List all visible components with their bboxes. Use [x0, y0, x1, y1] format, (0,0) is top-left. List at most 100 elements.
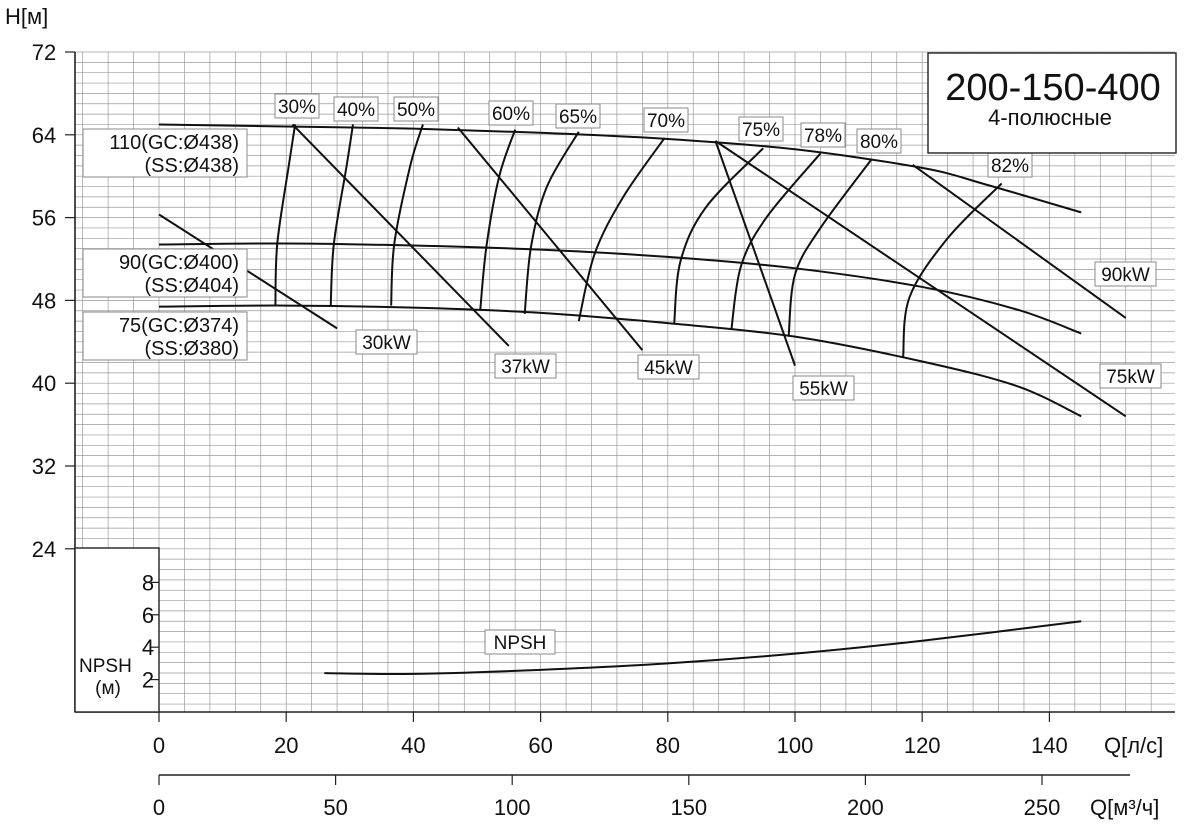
y-tick-label: 48	[32, 288, 56, 313]
efficiency-label-9-text: 82%	[991, 156, 1029, 177]
npsh-axis-box	[74, 547, 160, 713]
x-tick-label: 40	[401, 733, 425, 758]
x-tick-label: 80	[656, 733, 680, 758]
x2-tick-label: 250	[1024, 795, 1061, 820]
npsh-tick-label: 8	[142, 570, 154, 595]
power-line-2	[457, 126, 644, 351]
power-label-2-box	[637, 354, 700, 380]
efficiency-label-7-text: 78%	[804, 126, 842, 147]
efficiency-label-8: 80%	[856, 128, 902, 154]
efficiency-label-1-text: 40%	[337, 100, 375, 121]
impeller-label-2: 75(GC:Ø374)(SS:Ø380)	[82, 311, 248, 361]
efficiency-label-0-text: 30%	[278, 97, 316, 118]
labels: NPSH 30% 40% 50% 60% 65% 70% 75% 78% 80% 82% 30kW 37…	[82, 52, 1177, 655]
efficiency-curve-2	[390, 124, 424, 306]
npsh-tick-label: 6	[142, 603, 154, 628]
power-line-1	[291, 123, 510, 347]
power-label-0: 30kW	[355, 329, 418, 355]
y-tick-label: 56	[32, 206, 56, 231]
efficiency-label-6-text: 75%	[742, 120, 780, 141]
power-label-3: 55kW	[792, 375, 855, 401]
efficiency-curve-0	[274, 124, 297, 306]
x2-tick-label: 150	[670, 795, 707, 820]
x-tick-label: 60	[528, 733, 552, 758]
y-tick-label: 64	[32, 123, 56, 148]
efficiency-label-7-box	[800, 122, 846, 148]
power-line-5	[912, 164, 1127, 319]
efficiency-curve-8	[787, 159, 873, 337]
x-tick-label: 20	[274, 733, 298, 758]
impeller-label-line1: 110(GC:Ø438)	[109, 132, 239, 154]
chart-title: 200-150-400	[945, 67, 1161, 109]
efficiency-label-4-text: 65%	[559, 107, 597, 128]
efficiency-label-0: 30%	[274, 93, 320, 119]
impeller-curve-2	[158, 304, 1082, 418]
impeller-label-0: 110(GC:Ø438)(SS:Ø438)	[82, 128, 248, 178]
efficiency-label-1: 40%	[333, 96, 379, 122]
impeller-label-line1: 90(GC:Ø400)	[119, 252, 239, 274]
impeller-curve-1	[158, 242, 1082, 335]
efficiency-curves	[274, 124, 1003, 358]
impeller-label-box	[82, 248, 248, 298]
power-label-1: 37kW	[494, 353, 557, 379]
efficiency-curve-5	[577, 137, 666, 322]
y-axis-title: H[м]	[5, 4, 48, 29]
power-label-4-text: 75kW	[1106, 367, 1155, 388]
efficiency-label-6-box	[738, 116, 784, 142]
efficiency-label-3-text: 60%	[492, 104, 530, 125]
efficiency-curve-3	[479, 129, 517, 311]
y-tick-label: 24	[32, 537, 56, 562]
power-label-3-text: 55kW	[799, 379, 848, 400]
impeller-label-line2: (SS:Ø380)	[145, 338, 239, 360]
efficiency-label-6: 75%	[738, 116, 784, 142]
efficiency-label-3-box	[488, 100, 534, 126]
efficiency-label-9-box	[987, 152, 1033, 178]
power-label-5-box	[1094, 261, 1157, 287]
efficiency-curve-4	[523, 131, 580, 314]
impeller-curve-0	[158, 123, 1082, 214]
efficiency-curve-1	[329, 124, 354, 306]
x2-tick-label: 100	[494, 795, 531, 820]
power-label-1-box	[494, 353, 557, 379]
efficiency-label-2: 50%	[393, 96, 439, 122]
power-label-2: 45kW	[637, 354, 700, 380]
x-tick-label: 0	[153, 733, 165, 758]
efficiency-curve-6	[673, 147, 764, 325]
efficiency-label-7: 78%	[800, 122, 846, 148]
efficiency-label-3: 60%	[488, 100, 534, 126]
efficiency-curve-7	[730, 152, 822, 330]
y-tick-label: 72	[32, 40, 56, 65]
npsh-tick-label: 2	[142, 668, 154, 693]
impeller-curves	[158, 123, 1082, 418]
power-line-3	[714, 140, 796, 366]
x2-tick-label: 0	[153, 795, 165, 820]
x2-tick-label: 200	[847, 795, 884, 820]
power-label-5-text: 90kW	[1101, 265, 1150, 286]
x2-axis-title: Q[м³/ч]	[1090, 795, 1159, 820]
y-tick-label: 40	[32, 371, 56, 396]
efficiency-label-4-box	[555, 103, 601, 129]
efficiency-label-2-text: 50%	[397, 100, 435, 121]
power-label-0-text: 30kW	[362, 333, 411, 354]
efficiency-label-5: 70%	[643, 107, 689, 133]
npsh-curve	[324, 620, 1082, 676]
grid	[75, 51, 1175, 712]
efficiency-label-5-box	[643, 107, 689, 133]
x-axis-title: Q[л/с]	[1104, 733, 1163, 758]
x-tick-label: 100	[777, 733, 814, 758]
impeller-label-box	[82, 128, 248, 178]
power-label-1-text: 37kW	[501, 357, 550, 378]
x-tick-label: 120	[904, 733, 941, 758]
power-label-0-box	[355, 329, 418, 355]
efficiency-label-2-box	[393, 96, 439, 122]
impeller-label-box	[82, 311, 248, 361]
power-label-3-box	[792, 375, 855, 401]
efficiency-curve-9	[902, 182, 1003, 358]
power-label-5: 90kW	[1094, 261, 1157, 287]
impeller-label-line2: (SS:Ø438)	[145, 155, 239, 177]
efficiency-label-1-box	[333, 96, 379, 122]
impeller-label-line1: 75(GC:Ø374)	[119, 315, 239, 337]
